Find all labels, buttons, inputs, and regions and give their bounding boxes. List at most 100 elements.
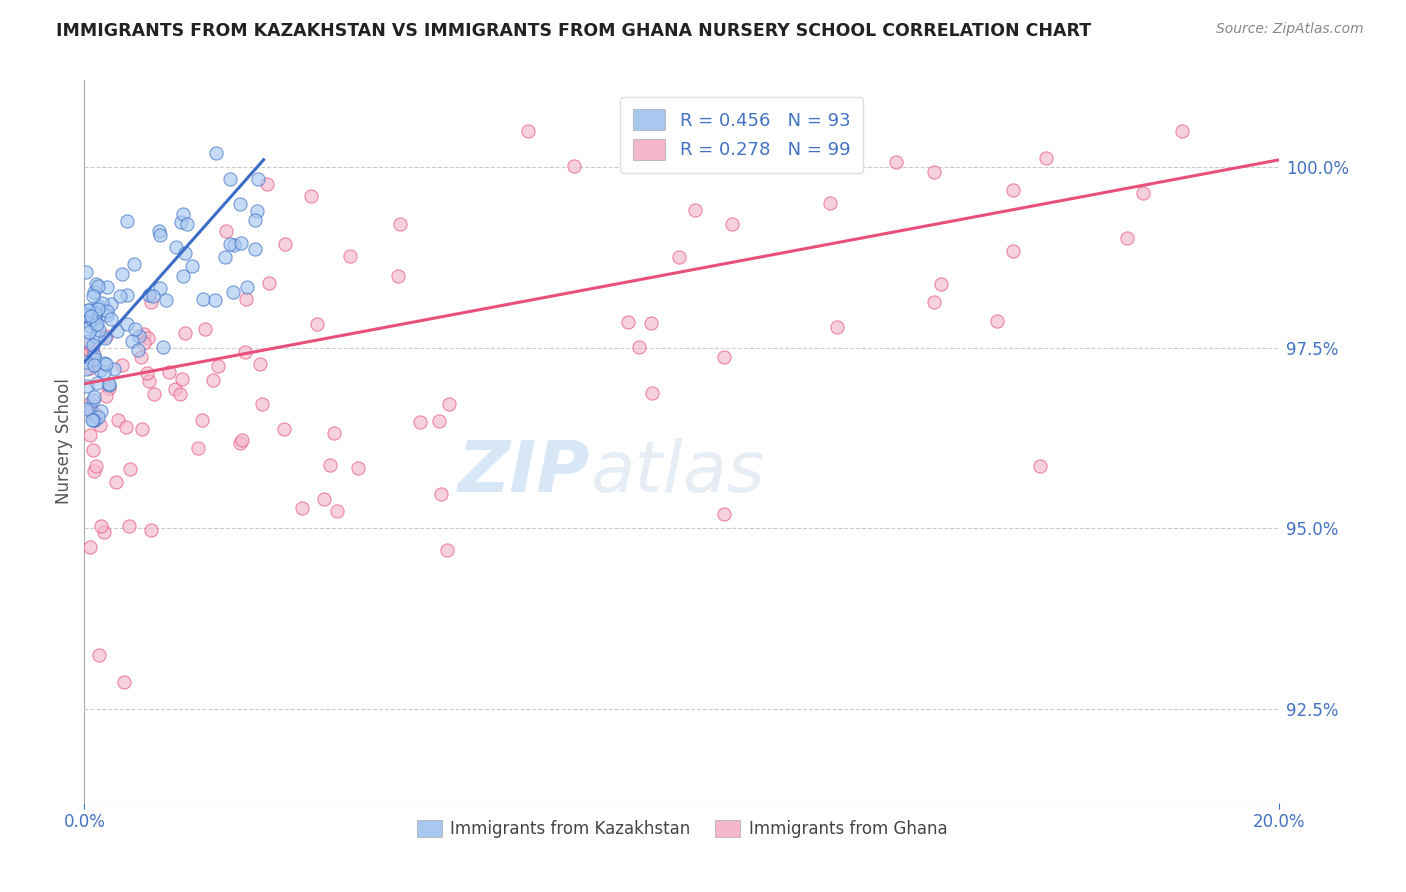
Point (100, 311, 122, 326)
Point (339, 249, 361, 263)
Point (243, 212, 266, 227)
Point (142, 387, 165, 401)
Point (84, 306, 107, 320)
Point (84, 318, 107, 332)
Point (79, 402, 101, 417)
Point (299, 189, 322, 203)
Text: IMMIGRANTS FROM KAZAKHSTAN VS IMMIGRANTS FROM GHANA NURSERY SCHOOL CORRELATION C: IMMIGRANTS FROM KAZAKHSTAN VS IMMIGRANTS… (56, 22, 1091, 40)
Point (82, 442, 104, 457)
Point (713, 507, 735, 521)
Point (82, 413, 104, 427)
Point (172, 268, 194, 283)
Point (82, 344, 104, 359)
Point (986, 314, 1008, 328)
Point (157, 365, 180, 379)
Point (97, 381, 120, 395)
Point (236, 279, 259, 293)
Point (713, 350, 735, 364)
Point (87, 279, 110, 293)
Point (90, 518, 112, 533)
Point (247, 172, 270, 186)
Point (562, 160, 585, 174)
Point (617, 315, 640, 329)
Point (235, 293, 257, 307)
Point (105, 324, 128, 338)
Point (87, 323, 110, 337)
Point (191, 292, 214, 306)
Point (93, 525, 115, 540)
Point (87, 648, 110, 663)
Point (107, 413, 129, 427)
Point (79, 360, 101, 375)
Point (924, 165, 946, 179)
Point (75, 362, 97, 376)
Point (115, 419, 138, 434)
Point (825, 320, 848, 334)
Point (214, 250, 236, 264)
Point (170, 215, 193, 229)
Point (82, 392, 104, 407)
Point (79, 540, 101, 554)
Point (86, 277, 108, 292)
Point (194, 322, 217, 336)
Point (229, 235, 252, 250)
Point (111, 267, 134, 281)
Point (128, 329, 150, 343)
Point (86, 299, 108, 313)
Point (76, 378, 98, 392)
Point (437, 397, 460, 411)
Point (172, 207, 194, 221)
Point (75, 355, 97, 369)
Text: Source: ZipAtlas.com: Source: ZipAtlas.com (1216, 22, 1364, 37)
Point (86, 376, 108, 391)
Point (89, 417, 111, 432)
Point (516, 124, 538, 138)
Point (318, 458, 340, 472)
Point (229, 197, 252, 211)
Point (204, 293, 226, 307)
Point (75, 402, 97, 417)
Point (82, 413, 104, 427)
Point (115, 317, 138, 331)
Point (132, 326, 155, 341)
Point (97, 377, 120, 392)
Point (79, 427, 101, 442)
Point (75, 307, 97, 321)
Point (83, 464, 105, 478)
Point (152, 340, 174, 354)
Point (93, 365, 115, 379)
Point (77, 325, 100, 339)
Point (77, 302, 100, 317)
Point (84, 458, 107, 473)
Point (79, 396, 101, 410)
Point (127, 343, 149, 358)
Point (83, 348, 105, 362)
Point (111, 358, 134, 372)
Point (233, 344, 256, 359)
Point (640, 386, 662, 401)
Point (245, 242, 267, 256)
Point (257, 276, 280, 290)
Point (117, 287, 139, 301)
Point (79, 336, 101, 351)
Point (191, 413, 214, 427)
Point (100, 296, 122, 310)
Point (273, 236, 295, 251)
Point (312, 491, 335, 506)
Point (1029, 458, 1052, 473)
Point (187, 441, 209, 455)
Point (325, 504, 347, 518)
Point (93, 331, 115, 345)
Point (249, 357, 271, 371)
Point (129, 350, 152, 364)
Point (84, 310, 107, 324)
Point (112, 674, 135, 689)
Point (252, 397, 274, 411)
Point (222, 238, 245, 252)
Point (436, 543, 458, 558)
Point (181, 259, 204, 273)
Point (155, 293, 177, 307)
Point (103, 362, 125, 376)
Point (1116, 231, 1139, 245)
Point (98, 376, 121, 391)
